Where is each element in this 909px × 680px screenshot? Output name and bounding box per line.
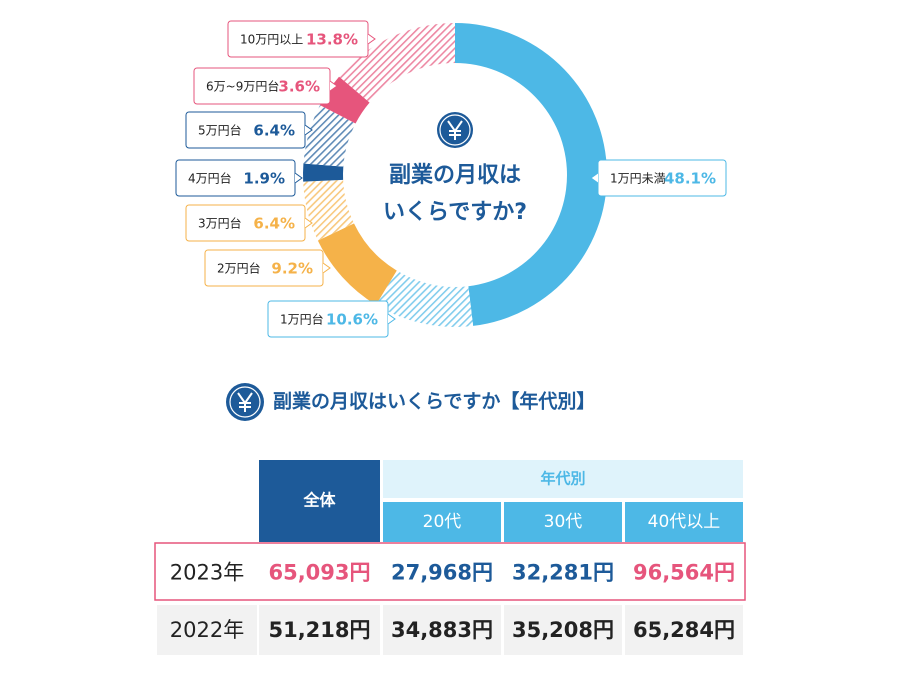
category-label: 6万~9万円台 [206,79,279,94]
value-label: 9.2% [271,260,313,278]
category-label: 3万円台 [198,216,242,231]
value-label: 48.1% [664,170,716,188]
value-label: 6.4% [253,122,295,140]
yen-icon [437,112,473,148]
value-label: 1.9% [243,170,285,188]
header-total-bg [259,460,380,542]
header-column: 20代 [423,512,462,532]
section-title: 副業の月収はいくらですか【年代別】 [273,390,595,413]
header-column-bg [383,502,501,542]
value-label: 6.4% [253,215,295,233]
donut-slice [317,223,397,305]
category-label: 1万円未満 [610,172,666,186]
table-cell: 51,218円 [268,618,370,642]
callout: 4万円台 1.9% [175,159,303,197]
callout-pointer [329,80,338,92]
row-label: 2022年 [170,618,244,642]
category-label: 4万円台 [188,171,232,186]
table-cell: 96,564円 [633,561,735,585]
section-icon [226,383,264,421]
donut-slice [455,23,608,326]
category-label: 10万円以上 [240,33,303,47]
donut-slice [339,23,455,103]
callout: 5万円台 6.4% [185,111,313,149]
table-cell-bg [383,605,501,655]
callout-pointer [387,313,396,325]
header-group: 年代別 [540,470,585,488]
callout-pointer [304,217,313,229]
header-column: 30代 [544,512,583,532]
callout: 1万円台 10.6% [267,300,396,338]
callout: 6万~9万円台 3.6% [193,67,338,105]
table-cell: 34,883円 [391,618,493,642]
value-label: 13.8% [306,31,358,49]
center-title: 副業の月収は [389,163,521,188]
donut-slice [303,179,354,241]
callout-pointer [322,262,331,274]
donut-slice [303,163,344,182]
donut-slice [303,105,356,167]
value-label: 3.6% [278,78,320,96]
table-cell: 65,284円 [633,618,735,642]
header-group-bg [383,460,743,498]
table-cell: 32,281円 [512,561,614,585]
row-label: 2023年 [170,561,244,585]
callout: 3万円台 6.4% [185,204,313,242]
highlight-border [154,542,746,601]
category-label: 5万円台 [198,123,242,138]
header-column-bg [625,502,743,542]
header-column-bg [504,502,622,542]
table-cell: 35,208円 [512,618,614,642]
header-column: 40代以上 [648,512,721,532]
value-label: 10.6% [326,311,378,329]
donut-slice [375,270,474,327]
category-label: 1万円台 [280,312,324,327]
category-label: 2万円台 [217,261,261,276]
table-cell-bg [625,605,743,655]
callout-pointer [367,33,376,45]
callout-pointer [590,172,599,184]
header-total: 全体 [302,491,336,510]
callout: 10万円以上 13.8% [227,20,376,58]
table-cell-bg [157,605,257,655]
table-cell-bg [504,605,622,655]
callout: 2万円台 9.2% [204,249,331,287]
table-cell: 27,968円 [391,561,493,585]
table-cell: 65,093円 [268,561,370,585]
table-cell-bg [259,605,380,655]
center-title: いくらですか? [383,200,527,225]
callout-pointer [304,124,313,136]
callout-pointer [294,172,303,184]
